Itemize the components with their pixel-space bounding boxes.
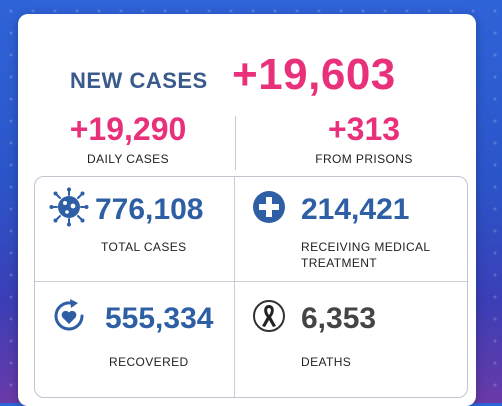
cumulative-stats-grid: 776,108 TOTAL CASES 214,421 RECEIVING ME… xyxy=(34,176,468,398)
new-cases-value: +19,603 xyxy=(232,50,396,99)
breakdown-divider xyxy=(235,116,236,170)
recovered-caption: RECOVERED xyxy=(109,355,189,369)
prison-cases-block: +313 FROM PRISONS xyxy=(254,112,474,166)
new-cases-headline: NEW CASES +19,603 xyxy=(18,50,476,110)
daily-cases-block: +19,290 DAILY CASES xyxy=(18,112,238,166)
receiving-treatment-block: 214,421 RECEIVING MEDICAL TREATMENT xyxy=(235,177,467,281)
grid-horizontal-divider xyxy=(35,281,467,282)
receiving-treatment-caption: RECEIVING MEDICAL TREATMENT xyxy=(301,240,431,270)
deaths-block: 6,353 DEATHS xyxy=(235,282,467,386)
recovery-heart-icon xyxy=(49,296,89,336)
virus-icon xyxy=(49,187,89,227)
grid-vertical-divider xyxy=(234,177,235,397)
mourning-ribbon-icon xyxy=(249,296,289,336)
total-cases-caption: TOTAL CASES xyxy=(101,240,187,254)
medical-cross-icon xyxy=(249,187,289,227)
recovered-block: 555,334 RECOVERED xyxy=(35,282,235,386)
total-cases-block: 776,108 TOTAL CASES xyxy=(35,177,235,281)
stats-card: NEW CASES +19,603 +19,290 DAILY CASES +3… xyxy=(18,14,476,406)
deaths-caption: DEATHS xyxy=(301,355,352,369)
new-cases-label: NEW CASES xyxy=(70,68,208,93)
daily-cases-caption: DAILY CASES xyxy=(87,152,169,166)
new-cases-breakdown: +19,290 DAILY CASES +313 FROM PRISONS xyxy=(18,112,476,182)
deaths-value: 6,353 xyxy=(301,302,377,335)
recovered-value: 555,334 xyxy=(105,302,214,335)
total-cases-value: 776,108 xyxy=(95,193,204,226)
daily-cases-value: +19,290 xyxy=(69,111,187,147)
receiving-treatment-value: 214,421 xyxy=(301,193,410,226)
prison-cases-value: +313 xyxy=(327,111,401,147)
prison-cases-caption: FROM PRISONS xyxy=(315,152,413,166)
